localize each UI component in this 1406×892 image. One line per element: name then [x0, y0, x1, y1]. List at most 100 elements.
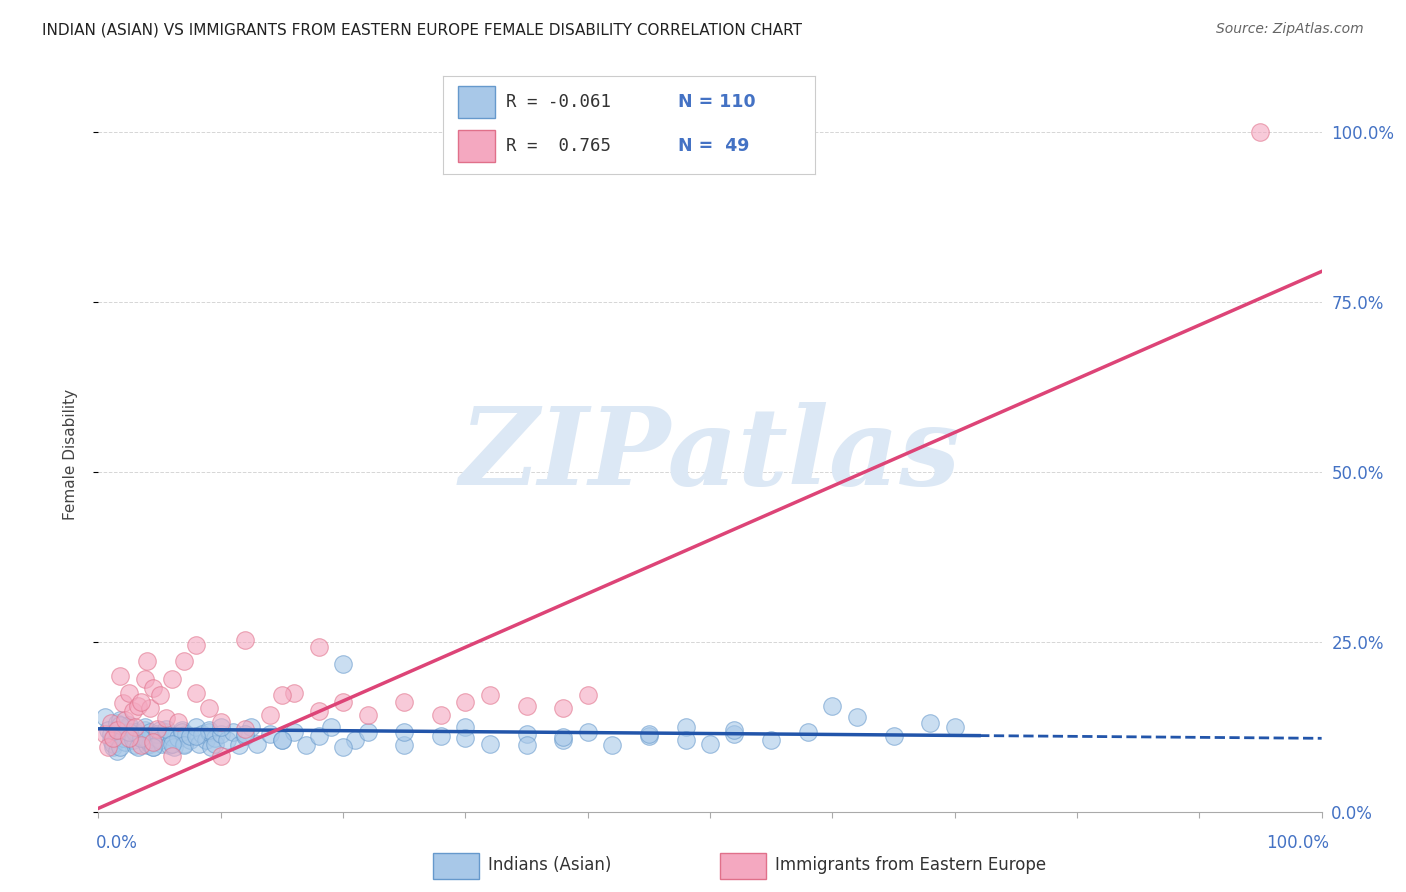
FancyBboxPatch shape: [433, 853, 479, 879]
Point: [173, 738, 195, 752]
Point: [515, 699, 537, 714]
Point: [114, 713, 136, 727]
Point: [129, 729, 152, 743]
Point: [215, 733, 238, 747]
Point: [233, 729, 256, 743]
Point: [553, 733, 575, 747]
Point: [283, 724, 305, 739]
Text: R = -0.061: R = -0.061: [506, 93, 612, 111]
Point: [101, 740, 124, 755]
Point: [111, 724, 134, 739]
Point: [1249, 125, 1271, 139]
Point: [114, 735, 136, 749]
Point: [142, 681, 165, 695]
Point: [163, 740, 186, 755]
Point: [142, 726, 165, 740]
Point: [186, 720, 208, 734]
Point: [179, 729, 201, 743]
Point: [233, 726, 256, 740]
Point: [576, 724, 599, 739]
Point: [176, 726, 198, 740]
Point: [392, 724, 416, 739]
Point: [97, 740, 120, 755]
Point: [553, 701, 575, 715]
Point: [332, 695, 354, 709]
Point: [515, 726, 537, 740]
Point: [160, 749, 183, 764]
Point: [259, 726, 281, 740]
Point: [149, 723, 172, 738]
Point: [170, 724, 193, 739]
Point: [344, 733, 367, 747]
Point: [100, 716, 122, 731]
Point: [110, 669, 132, 683]
FancyBboxPatch shape: [720, 853, 766, 879]
Point: [195, 733, 218, 747]
Point: [845, 709, 868, 723]
Text: Source: ZipAtlas.com: Source: ZipAtlas.com: [1216, 22, 1364, 37]
Point: [308, 704, 330, 718]
Point: [821, 699, 844, 714]
Point: [332, 740, 354, 755]
Point: [186, 729, 208, 743]
Point: [600, 738, 623, 752]
Point: [233, 722, 256, 736]
Point: [515, 738, 537, 752]
Point: [124, 724, 146, 739]
Text: N = 110: N = 110: [678, 93, 755, 111]
Point: [173, 737, 195, 751]
Point: [124, 738, 146, 752]
Point: [233, 633, 256, 648]
Point: [97, 723, 120, 738]
Point: [920, 716, 942, 731]
Y-axis label: Female Disability: Female Disability: [63, 389, 77, 521]
Point: [111, 696, 134, 710]
Point: [319, 720, 342, 734]
Point: [167, 731, 190, 746]
Point: [186, 686, 208, 700]
Point: [204, 737, 226, 751]
Point: [121, 704, 143, 718]
Text: 0.0%: 0.0%: [96, 834, 138, 852]
Point: [129, 695, 152, 709]
Point: [127, 699, 149, 714]
Point: [638, 729, 661, 743]
Point: [149, 688, 172, 702]
Point: [155, 722, 177, 736]
Point: [797, 724, 820, 739]
Text: INDIAN (ASIAN) VS IMMIGRANTS FROM EASTERN EUROPE FEMALE DISABILITY CORRELATION C: INDIAN (ASIAN) VS IMMIGRANTS FROM EASTER…: [42, 22, 803, 37]
Point: [100, 726, 122, 740]
Point: [430, 729, 453, 743]
Text: Immigrants from Eastern Europe: Immigrants from Eastern Europe: [775, 856, 1046, 874]
Point: [105, 723, 128, 738]
Point: [139, 724, 162, 739]
Point: [209, 749, 232, 764]
Point: [134, 720, 156, 734]
Point: [160, 672, 183, 686]
Point: [430, 708, 453, 723]
Point: [118, 717, 141, 731]
Text: ZIPatlas: ZIPatlas: [460, 402, 960, 508]
Point: [110, 740, 132, 755]
Text: Indians (Asian): Indians (Asian): [488, 856, 612, 874]
Point: [638, 726, 661, 740]
Point: [356, 708, 378, 723]
Point: [240, 720, 263, 734]
Point: [93, 726, 115, 740]
Point: [295, 738, 318, 752]
FancyBboxPatch shape: [458, 86, 495, 118]
Point: [118, 686, 141, 700]
Point: [204, 731, 226, 746]
Point: [105, 743, 128, 757]
Point: [699, 737, 721, 751]
Point: [136, 733, 159, 747]
Point: [209, 714, 232, 729]
Point: [121, 733, 143, 747]
Point: [170, 723, 193, 738]
Point: [454, 731, 477, 746]
Point: [222, 724, 245, 739]
Point: [723, 723, 745, 738]
Point: [110, 717, 132, 731]
Point: [200, 740, 222, 755]
Point: [478, 737, 501, 751]
